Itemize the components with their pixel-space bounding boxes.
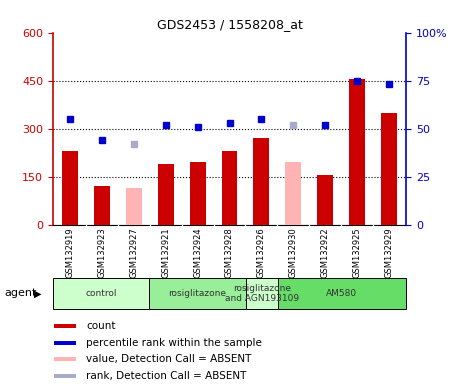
Bar (54, 374, 76, 378)
Bar (253, 138, 269, 225)
Bar (278, 278, 406, 309)
Bar (222, 151, 237, 225)
Bar (54, 357, 76, 361)
Text: percentile rank within the sample: percentile rank within the sample (86, 338, 262, 348)
Text: rosiglitazone
and AGN193109: rosiglitazone and AGN193109 (224, 284, 299, 303)
Bar (54, 341, 76, 345)
Bar (158, 164, 174, 225)
Bar (149, 278, 246, 309)
Bar (381, 113, 397, 225)
Text: ▶: ▶ (34, 288, 41, 298)
Bar (94, 186, 110, 225)
Text: control: control (85, 289, 117, 298)
Bar (62, 151, 78, 225)
Text: count: count (86, 321, 116, 331)
Text: rosiglitazone: rosiglitazone (168, 289, 226, 298)
Text: AM580: AM580 (326, 289, 358, 298)
Title: GDS2453 / 1558208_at: GDS2453 / 1558208_at (157, 18, 302, 31)
Text: value, Detection Call = ABSENT: value, Detection Call = ABSENT (86, 354, 252, 364)
Bar (246, 278, 278, 309)
Bar (317, 175, 333, 225)
Text: agent: agent (5, 288, 37, 298)
Bar (349, 79, 365, 225)
Text: rank, Detection Call = ABSENT: rank, Detection Call = ABSENT (86, 371, 246, 381)
Bar (285, 162, 301, 225)
Bar (54, 324, 76, 328)
Bar (126, 188, 142, 225)
Bar (190, 162, 206, 225)
Bar (53, 278, 149, 309)
